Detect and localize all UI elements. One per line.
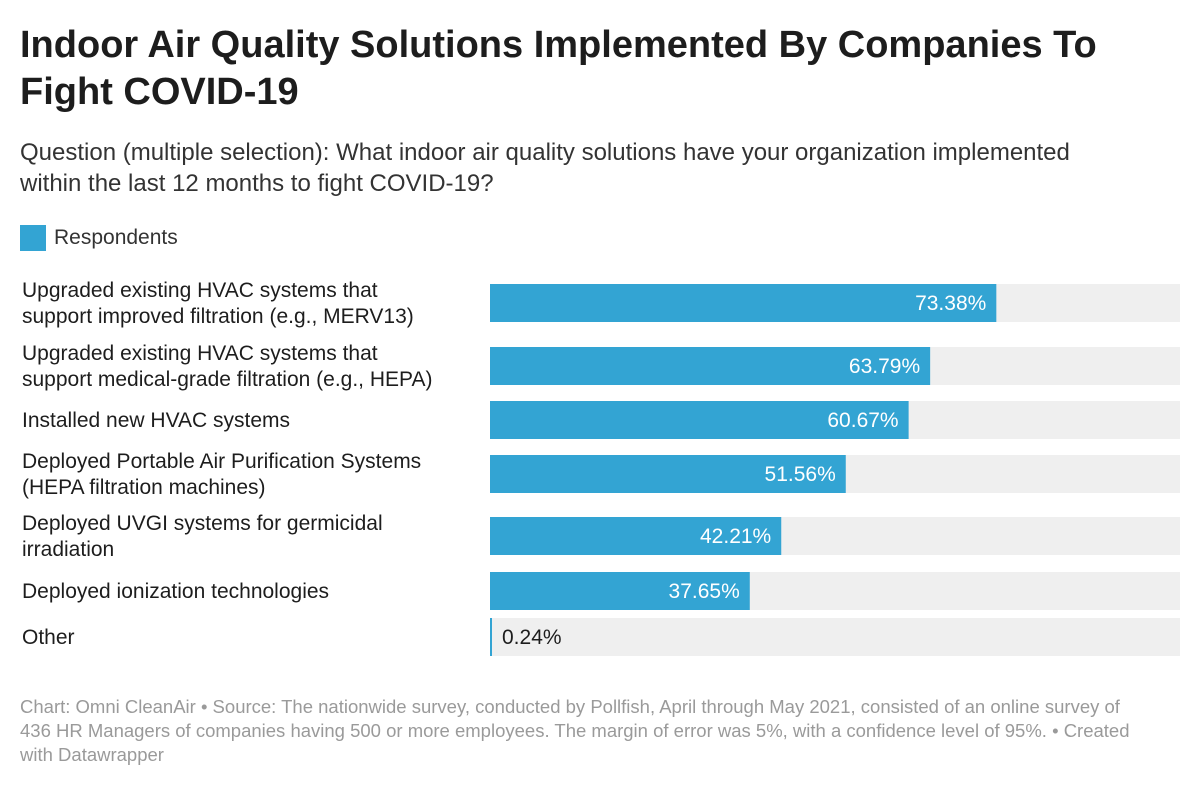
legend-label-respondents: Respondents (54, 226, 178, 249)
bar-row: Deployed Portable Air Purification Syste… (22, 450, 1180, 499)
category-label: Installed new HVAC systems (22, 409, 290, 432)
bar (490, 347, 931, 385)
category-label: Deployed Portable Air Purification Syste… (22, 450, 421, 499)
category-label: Deployed UVGI systems for germicidal irra… (22, 512, 383, 561)
category-label: Other (22, 626, 75, 649)
bar-row: Installed new HVAC systems 60.67% (22, 401, 1180, 439)
bar (490, 517, 782, 555)
bar-row: Other 0.24% (22, 618, 1180, 656)
bar (490, 572, 750, 610)
bar-chart: Upgraded existing HVAC systems that suppo… (22, 279, 1180, 656)
bar-row: Upgraded existing HVAC systems that suppo… (22, 342, 1180, 391)
bar-track (490, 618, 1180, 656)
bar (490, 455, 846, 493)
chart-title: Indoor Air Quality Solutions Implemented… (20, 24, 1097, 113)
bar-row: Upgraded existing HVAC systems that suppo… (22, 279, 1180, 328)
data-label: 63.79% (849, 355, 920, 378)
chart-subtitle: Question (multiple selection): What indo… (20, 139, 1070, 197)
category-label: Upgraded existing HVAC systems that suppo… (22, 279, 414, 328)
chart-footer: Chart: Omni CleanAir • Source: The natio… (20, 696, 1130, 765)
legend: Respondents (20, 225, 178, 251)
bar (490, 401, 909, 439)
data-label: 73.38% (915, 292, 986, 315)
data-label: 51.56% (765, 463, 836, 486)
data-label: 37.65% (669, 580, 740, 603)
bar (490, 618, 492, 656)
category-label: Upgraded existing HVAC systems that suppo… (22, 342, 432, 391)
legend-swatch (20, 225, 46, 251)
data-label: 42.21% (700, 525, 771, 548)
data-label: 60.67% (827, 409, 898, 432)
data-label: 0.24% (502, 626, 562, 649)
category-label: Deployed ionization technologies (22, 580, 329, 603)
bar (490, 284, 997, 322)
bar-row: Deployed UVGI systems for germicidal irra… (22, 512, 1180, 561)
bar-row: Deployed ionization technologies 37.65% (22, 572, 1180, 610)
